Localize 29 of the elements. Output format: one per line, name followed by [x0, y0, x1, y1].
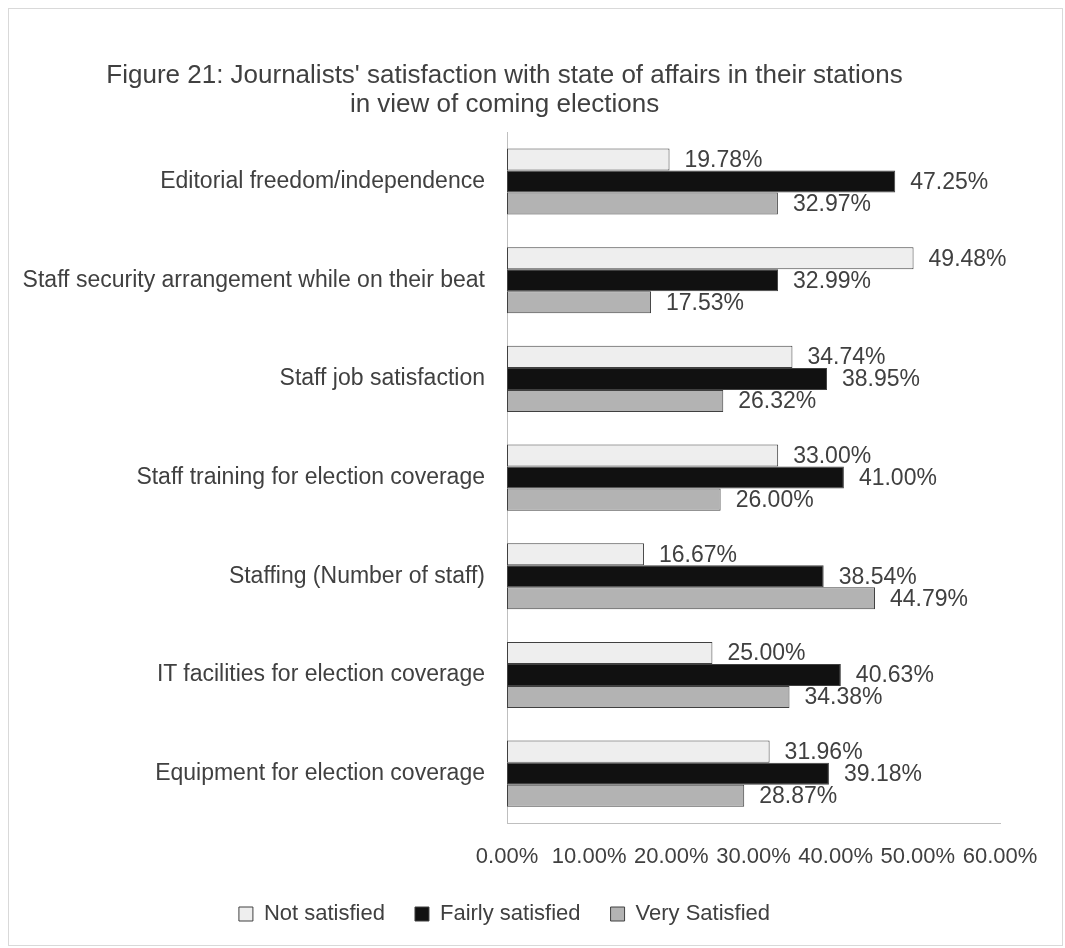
data-label: 32.97% — [792, 189, 871, 216]
x-tick-label: 10.00% — [551, 843, 627, 869]
data-label: 26.00% — [735, 485, 814, 512]
x-tick-label: 40.00% — [798, 843, 873, 869]
y-tick-label: Staff training for election coverage — [136, 462, 485, 489]
x-tick-label: 50.00% — [880, 843, 956, 869]
data-label: 25.00% — [727, 639, 806, 666]
legend-label: Fairly satisfied — [439, 900, 581, 926]
y-tick-label: Staff security arrangement while on their beat — [22, 265, 486, 292]
y-tick-label: Staffing (Number of staff) — [228, 561, 485, 588]
y-tick-label: Staff job satisfaction — [279, 364, 485, 391]
data-label: 47.25% — [910, 167, 989, 194]
data-label: 26.32% — [738, 387, 817, 414]
y-tick-label: IT facilities for election coverage — [156, 660, 485, 687]
x-tick-label: 30.00% — [716, 843, 791, 869]
data-label: 32.99% — [793, 266, 872, 293]
legend-label: Not satisfied — [263, 900, 385, 926]
data-label: 16.67% — [658, 540, 737, 567]
x-tick-label: 60.00% — [962, 843, 1038, 869]
legend-label: Very Satisfied — [635, 900, 771, 926]
y-tick-label: Equipment for election coverage — [155, 759, 485, 785]
chart-title: Figure 21: Journalists' satisfaction with state of affairs in their stations in view of coming elections — [106, 59, 903, 119]
data-label: 17.53% — [666, 288, 745, 315]
x-tick-label: 20.00% — [634, 843, 709, 869]
data-label: 49.48% — [928, 244, 1007, 271]
data-label: 19.78% — [684, 145, 763, 172]
x-tick-label: 0.00% — [475, 843, 539, 869]
y-tick-label: Editorial freedom/independence — [160, 166, 485, 193]
data-label: 28.87% — [759, 782, 838, 809]
